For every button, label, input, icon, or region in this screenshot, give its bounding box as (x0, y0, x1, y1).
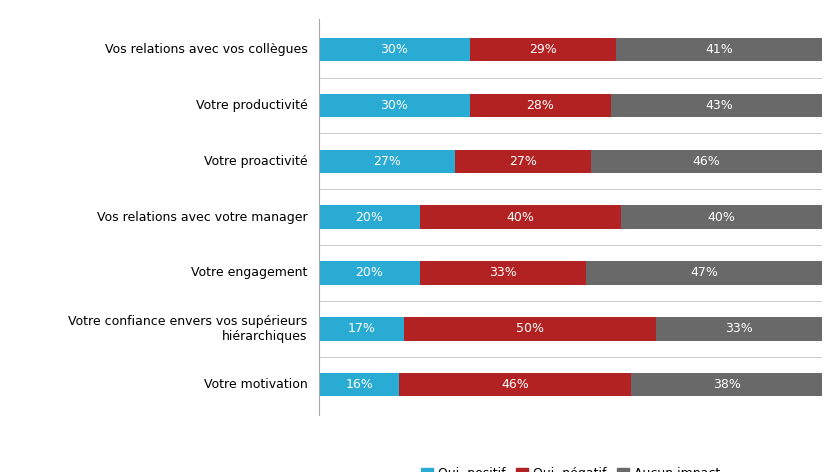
Text: 40%: 40% (506, 211, 534, 224)
Text: 33%: 33% (725, 322, 753, 335)
Text: 27%: 27% (373, 155, 401, 168)
Bar (611, 94, 827, 117)
Text: 20%: 20% (355, 211, 383, 224)
Bar (319, 261, 420, 285)
Text: 29%: 29% (529, 43, 557, 56)
Text: 30%: 30% (380, 99, 409, 112)
Text: 47%: 47% (690, 267, 718, 279)
Bar (455, 150, 591, 173)
Legend: Oui, positif, Oui, négatif, Aucun impact: Oui, positif, Oui, négatif, Aucun impact (420, 467, 721, 472)
Text: 46%: 46% (501, 378, 529, 391)
Bar (621, 205, 822, 229)
Text: 17%: 17% (347, 322, 376, 335)
Text: 33%: 33% (488, 267, 517, 279)
Bar (420, 205, 621, 229)
Bar (656, 317, 822, 340)
Bar (399, 373, 631, 396)
Text: 40%: 40% (707, 211, 736, 224)
Text: 28%: 28% (526, 99, 555, 112)
Text: 16%: 16% (345, 378, 373, 391)
Bar (631, 373, 822, 396)
Bar (319, 150, 455, 173)
Bar (319, 373, 399, 396)
Text: 27%: 27% (508, 155, 537, 168)
Bar (319, 317, 404, 340)
Bar (470, 94, 611, 117)
Text: 43%: 43% (705, 99, 733, 112)
Bar (591, 150, 822, 173)
Bar (319, 38, 470, 61)
Text: 30%: 30% (380, 43, 409, 56)
Bar (586, 261, 822, 285)
Bar (319, 94, 470, 117)
Bar (319, 205, 420, 229)
Bar (470, 38, 616, 61)
Bar (616, 38, 822, 61)
Bar (404, 317, 656, 340)
Bar (420, 261, 586, 285)
Text: 46%: 46% (692, 155, 721, 168)
Text: 20%: 20% (355, 267, 383, 279)
Text: 50%: 50% (516, 322, 545, 335)
Text: 41%: 41% (705, 43, 733, 56)
Text: 38%: 38% (712, 378, 741, 391)
